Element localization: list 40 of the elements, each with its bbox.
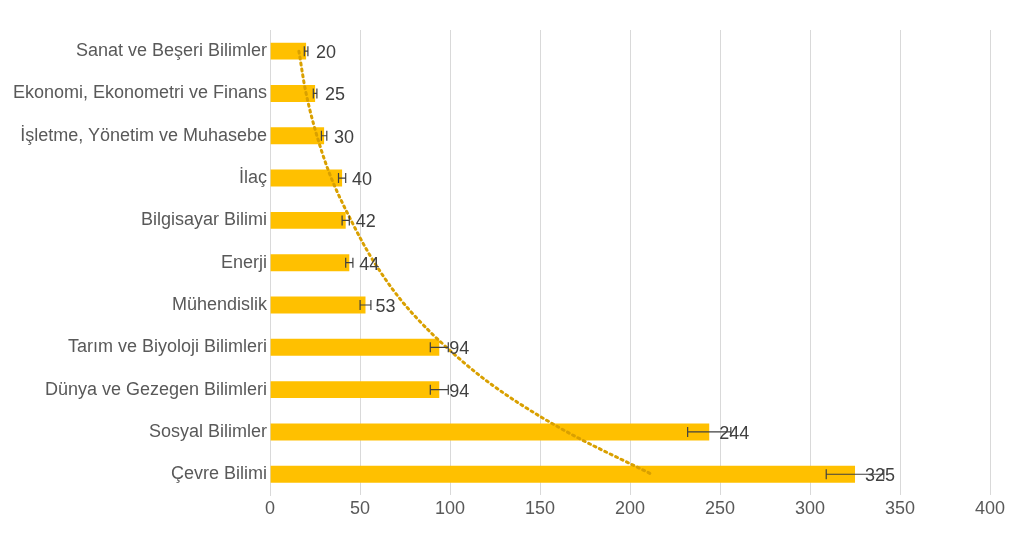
bar (270, 338, 440, 356)
x-tick-label: 300 (795, 498, 826, 519)
data-label: 94 (449, 380, 470, 401)
y-tick-label: Dünya ve Gezegen Bilimleri (45, 378, 268, 399)
y-tick-label: Bilgisayar Bilimi (141, 209, 268, 230)
bar (270, 211, 346, 229)
bar (270, 296, 366, 314)
y-tick-label: Tarım ve Biyoloji Bilimleri (68, 336, 268, 357)
bar (270, 127, 325, 145)
x-tick-label: 0 (265, 498, 276, 519)
bar (270, 85, 316, 102)
x-tick-label: 250 (705, 498, 736, 519)
data-label: 42 (355, 211, 376, 232)
data-label: 40 (352, 169, 373, 190)
data-label: 53 (375, 295, 396, 316)
bar (270, 423, 710, 441)
y-tick-label: İşletme, Yönetim ve Muhasebe (20, 124, 268, 145)
y-tick-label: Mühendislik (172, 293, 269, 314)
x-tick-label: 50 (350, 498, 371, 519)
y-tick-label: Ekonomi, Ekonometri ve Finans (13, 82, 268, 103)
bar (270, 169, 343, 187)
data-label: 25 (325, 84, 346, 105)
data-label: 244 (719, 422, 750, 443)
bar (270, 381, 440, 399)
y-tick-label: Sanat ve Beşeri Bilimler (76, 40, 268, 61)
x-tick-label: 200 (615, 498, 646, 519)
y-tick-label: Enerji (221, 251, 268, 272)
y-tick-label: Çevre Bilimi (171, 463, 268, 484)
data-label: 94 (449, 338, 470, 359)
x-tick-label: 350 (884, 498, 916, 519)
y-tick-label: Sosyal Bilimler (149, 420, 268, 441)
y-tick-label: İlaç (239, 167, 268, 188)
data-label: 30 (334, 126, 355, 147)
x-tick-label: 400 (974, 498, 1006, 519)
bar (270, 254, 350, 272)
x-tick-label: 100 (435, 498, 466, 519)
x-tick-label: 150 (525, 498, 556, 519)
bar (270, 42, 307, 60)
data-label: 20 (316, 42, 337, 63)
bar (270, 465, 856, 483)
